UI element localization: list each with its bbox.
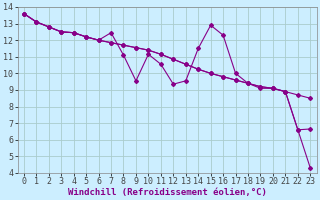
X-axis label: Windchill (Refroidissement éolien,°C): Windchill (Refroidissement éolien,°C)	[68, 188, 267, 197]
